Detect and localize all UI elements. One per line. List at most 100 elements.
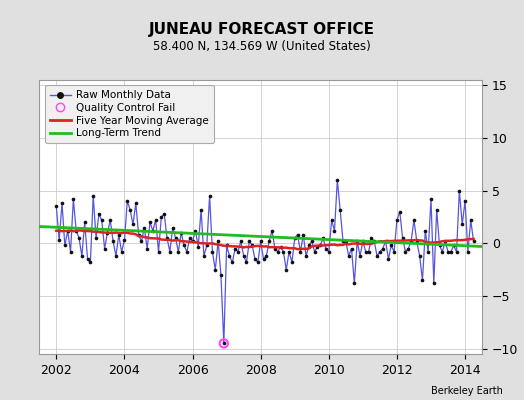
Point [282,266,290,273]
Point [214,238,222,244]
Point [83,256,92,262]
Point [358,238,367,244]
Point [203,242,211,249]
Point [336,206,344,213]
Point [58,200,66,206]
Point [101,246,109,252]
Point [296,248,304,255]
Point [222,242,231,249]
Point [461,198,470,204]
Point [339,238,347,244]
Point [78,253,86,259]
Point [120,237,128,243]
Text: 58.400 N, 134.569 W (United States): 58.400 N, 134.569 W (United States) [153,40,371,53]
Point [239,253,248,259]
Point [63,228,72,234]
Point [446,248,455,255]
Point [220,340,228,347]
Text: JUNEAU FORECAST OFFICE: JUNEAU FORECAST OFFICE [149,22,375,37]
Point [180,242,188,249]
Point [271,246,279,252]
Point [319,235,328,241]
Point [384,256,392,262]
Point [140,224,148,231]
Point [274,248,282,255]
Point [458,221,466,228]
Point [396,208,404,215]
Point [183,248,191,255]
Point [200,253,208,259]
Point [86,259,94,266]
Point [254,259,262,266]
Point [398,235,407,241]
Point [171,235,180,241]
Point [194,243,202,250]
Point [166,248,174,255]
Point [381,238,390,244]
Point [228,259,236,266]
Point [191,228,200,234]
Point [450,242,458,249]
Point [466,217,475,223]
Point [61,242,69,249]
Point [52,203,61,210]
Point [404,246,412,252]
Point [217,272,225,278]
Point [276,243,285,250]
Point [135,232,143,238]
Point [330,228,339,234]
Point [146,219,154,226]
Point [160,211,168,217]
Point [421,228,430,234]
Point [279,248,288,255]
Point [418,277,427,284]
Point [392,217,401,223]
Point [112,253,120,259]
Point [129,221,137,228]
Point [208,248,216,255]
Point [333,177,342,183]
Point [149,228,157,234]
Point [290,235,299,241]
Point [376,248,384,255]
Point [251,256,259,262]
Point [95,211,103,217]
Point [401,248,410,255]
Point [293,232,302,238]
Point [470,238,478,244]
Point [257,238,265,244]
Point [117,248,126,255]
Point [430,280,438,286]
Point [350,280,358,286]
Point [123,198,132,204]
Point [362,248,370,255]
Point [137,238,146,244]
Point [410,217,418,223]
Point [378,246,387,252]
Point [435,242,444,249]
Point [347,246,356,252]
Point [316,242,324,249]
Point [285,248,293,255]
Point [151,217,160,223]
Legend: Raw Monthly Data, Quality Control Fail, Five Year Moving Average, Long-Term Tren: Raw Monthly Data, Quality Control Fail, … [45,85,214,144]
Point [302,253,310,259]
Point [248,242,256,249]
Point [432,206,441,213]
Point [115,232,123,238]
Point [416,253,424,259]
Point [438,248,446,255]
Point [81,219,89,226]
Point [163,235,171,241]
Point [220,340,228,347]
Point [67,248,75,255]
Point [265,238,274,244]
Point [242,259,250,266]
Point [407,238,416,244]
Point [370,238,378,244]
Point [185,235,194,241]
Point [313,243,322,250]
Point [234,248,242,255]
Point [412,238,421,244]
Point [103,230,112,236]
